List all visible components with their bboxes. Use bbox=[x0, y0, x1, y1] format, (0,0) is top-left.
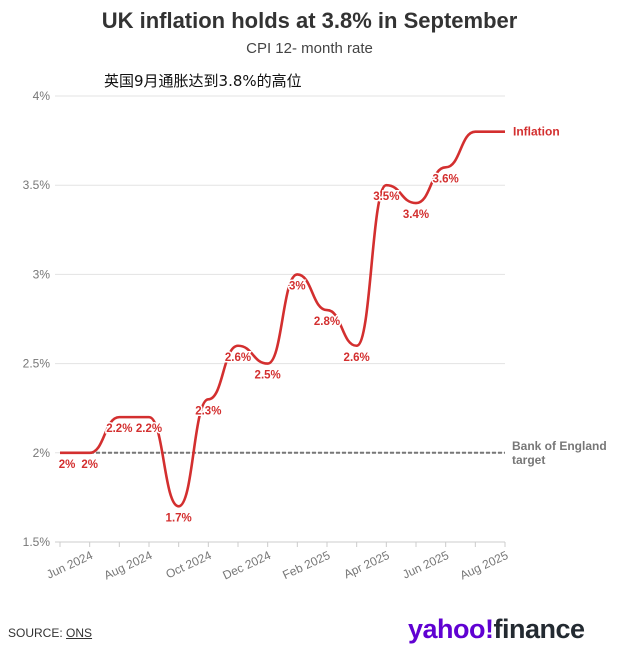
data-label: 2.5% bbox=[255, 370, 281, 382]
chart-subtitle: CPI 12- month rate bbox=[246, 40, 373, 57]
data-label: 2% bbox=[59, 459, 76, 471]
target-label-line2: target bbox=[512, 453, 545, 467]
y-tick-label: 2.5% bbox=[23, 357, 51, 371]
data-label: 3% bbox=[289, 280, 306, 292]
x-tick-label: Jun 2024 bbox=[44, 548, 95, 582]
data-label: 3.6% bbox=[433, 173, 459, 185]
data-label: 2.8% bbox=[314, 316, 340, 328]
data-label: 3.4% bbox=[403, 209, 429, 221]
x-tick-label: Apr 2025 bbox=[342, 548, 392, 581]
logo-finance: finance bbox=[493, 614, 586, 644]
chart-title: UK inflation holds at 3.8% in September bbox=[101, 8, 518, 33]
series-label-inflation: Inflation bbox=[513, 125, 560, 139]
x-tick-label: Aug 2024 bbox=[102, 548, 155, 583]
data-label: 2.2% bbox=[136, 423, 162, 435]
x-tick-label: Dec 2024 bbox=[220, 548, 273, 583]
x-tick-label: Jun 2025 bbox=[400, 548, 451, 582]
data-label: 2.6% bbox=[225, 352, 251, 364]
x-tick-label: Oct 2024 bbox=[164, 548, 214, 581]
source-link[interactable]: ONS bbox=[66, 626, 93, 640]
data-label: 3.5% bbox=[373, 191, 399, 203]
y-tick-label: 3.5% bbox=[23, 178, 51, 192]
source-label: SOURCE: bbox=[8, 626, 63, 640]
target-label-line1: Bank of England bbox=[512, 439, 607, 453]
y-tick-label: 2% bbox=[33, 446, 51, 460]
x-tick-label: Aug 2025 bbox=[458, 548, 511, 583]
data-label: 2.6% bbox=[344, 352, 370, 364]
data-label: 2% bbox=[81, 459, 98, 471]
y-tick-label: 3% bbox=[33, 267, 51, 281]
source-credit: SOURCE: ONS bbox=[8, 626, 92, 640]
data-label: 1.7% bbox=[166, 512, 192, 524]
yahoo-finance-logo: yahoo!finance bbox=[408, 614, 585, 645]
data-label: 2.3% bbox=[195, 405, 221, 417]
data-label: 2.2% bbox=[106, 423, 132, 435]
y-tick-label: 1.5% bbox=[23, 535, 51, 549]
logo-yahoo: yahoo! bbox=[408, 614, 494, 644]
chart-note: 英国9月通胀达到3.8%的高位 bbox=[104, 72, 302, 90]
x-tick-label: Feb 2025 bbox=[280, 548, 332, 582]
inflation-line bbox=[60, 130, 505, 508]
y-tick-label: 4% bbox=[33, 89, 51, 103]
